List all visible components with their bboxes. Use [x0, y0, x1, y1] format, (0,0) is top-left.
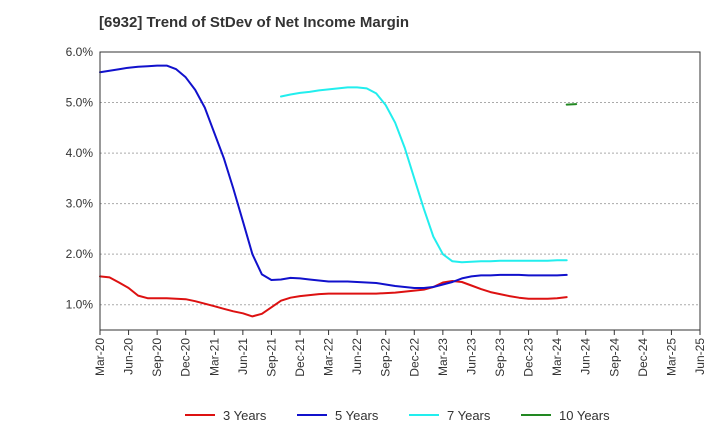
- x-tick-label: Sep-22: [379, 338, 393, 377]
- legend-label: 3 Years: [223, 408, 267, 423]
- series-line-5-years: [99, 64, 568, 289]
- y-tick-label: 2.0%: [66, 247, 94, 261]
- legend-item: 10 Years: [521, 408, 610, 423]
- x-tick-label: Sep-21: [264, 338, 278, 377]
- series-line-10-years: [565, 103, 578, 106]
- y-tick-label: 5.0%: [66, 96, 94, 110]
- legend-label: 5 Years: [335, 408, 379, 423]
- x-tick-label: Mar-21: [207, 338, 221, 376]
- y-axis-tick-labels: 1.0% 2.0% 3.0% 4.0% 5.0% 6.0%: [66, 45, 94, 312]
- legend-label: 10 Years: [559, 408, 610, 423]
- x-tick-label: Mar-23: [436, 338, 450, 376]
- x-tick-label: Jun-24: [579, 338, 593, 375]
- x-tick-label: Jun-25: [693, 338, 707, 375]
- y-tick-label: 1.0%: [66, 298, 94, 312]
- series-line-7-years: [280, 86, 568, 264]
- legend-item: 7 Years: [409, 408, 491, 423]
- x-tick-label: Sep-23: [493, 338, 507, 377]
- series-lines: [99, 64, 578, 318]
- plot-frame: [99, 51, 701, 335]
- y-tick-label: 4.0%: [66, 146, 94, 160]
- x-tick-label: Jun-23: [464, 338, 478, 375]
- legend: 3 Years 5 Years 7 Years 10 Years: [185, 408, 610, 423]
- x-tick-label: Dec-20: [179, 338, 193, 377]
- legend-label: 7 Years: [447, 408, 491, 423]
- x-tick-label: Jun-22: [350, 338, 364, 375]
- x-axis-tick-labels: Mar-20 Jun-20 Sep-20 Dec-20 Mar-21 Jun-21 Sep-…: [93, 338, 707, 377]
- x-tick-label: Jun-20: [122, 338, 136, 375]
- x-tick-label: Dec-21: [293, 338, 307, 377]
- plot-area-border: [99, 51, 701, 331]
- x-tick-label: Dec-23: [522, 338, 536, 377]
- series-line-3-years: [99, 275, 568, 318]
- y-tick-label: 3.0%: [66, 197, 94, 211]
- x-tick-label: Dec-22: [407, 338, 421, 377]
- legend-item: 3 Years: [185, 408, 267, 423]
- y-tick-label: 6.0%: [66, 45, 94, 59]
- grid-lines: [100, 51, 700, 306]
- x-tick-label: Mar-22: [322, 338, 336, 376]
- legend-item: 5 Years: [297, 408, 379, 423]
- x-tick-label: Dec-24: [636, 338, 650, 377]
- chart-title: [6932] Trend of StDev of Net Income Marg…: [99, 14, 410, 31]
- x-tick-label: Sep-20: [150, 338, 164, 377]
- x-tick-label: Mar-25: [664, 338, 678, 376]
- x-tick-label: Sep-24: [607, 338, 621, 377]
- x-tick-label: Mar-24: [550, 338, 564, 376]
- x-tick-label: Mar-20: [93, 338, 107, 376]
- x-tick-label: Jun-21: [236, 338, 250, 375]
